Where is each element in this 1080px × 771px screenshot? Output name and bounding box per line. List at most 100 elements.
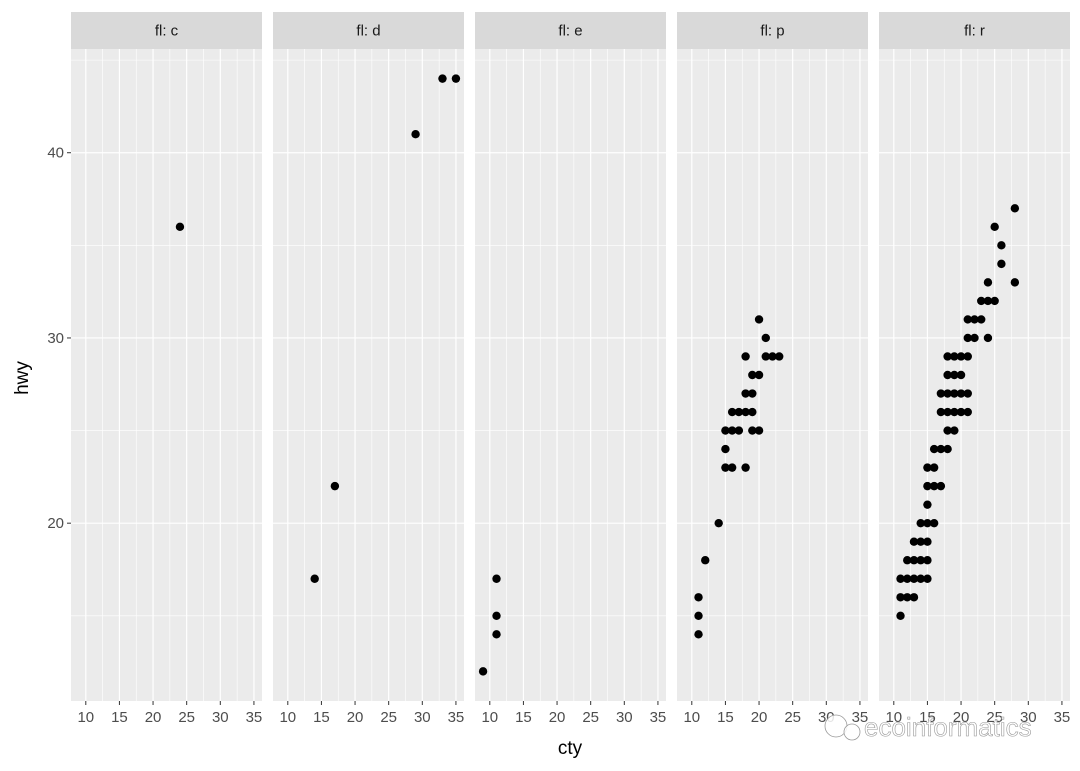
x-tick-label: 25 xyxy=(582,709,599,726)
panel-background xyxy=(677,49,868,701)
data-point xyxy=(896,574,905,583)
data-point xyxy=(943,389,952,398)
x-tick-label: 10 xyxy=(481,709,498,726)
x-tick-label: 30 xyxy=(212,709,229,726)
x-tick-label: 25 xyxy=(380,709,397,726)
data-point xyxy=(734,407,744,417)
x-tick-label: 30 xyxy=(616,709,633,726)
panel-background xyxy=(273,49,464,701)
data-point xyxy=(310,574,319,583)
data-point xyxy=(775,352,784,361)
data-point xyxy=(977,296,986,306)
data-point xyxy=(950,370,959,380)
data-point xyxy=(438,74,447,83)
data-point xyxy=(916,556,925,565)
data-point xyxy=(903,593,912,602)
data-point xyxy=(923,463,932,472)
data-point xyxy=(936,407,946,417)
data-point xyxy=(936,389,946,398)
data-point xyxy=(983,278,993,287)
x-tick-label: 10 xyxy=(683,709,700,726)
data-point xyxy=(956,352,966,361)
data-point xyxy=(929,463,939,472)
facet-panels: fl: c 10 15 20 25 30 35 fl: d 10 15 20 25 30 35 fl: e 1… xyxy=(71,12,1070,726)
data-point xyxy=(741,407,750,417)
data-point xyxy=(950,407,959,417)
data-point xyxy=(330,481,340,491)
data-point xyxy=(923,500,932,509)
data-point xyxy=(916,537,925,546)
x-tick-label: 35 xyxy=(650,709,667,726)
data-point xyxy=(956,389,966,398)
y-tick-label: 30 xyxy=(47,330,64,347)
facet-strip xyxy=(273,12,464,49)
data-point xyxy=(754,370,764,380)
y-tick-label: 40 xyxy=(47,145,64,162)
data-point xyxy=(451,74,461,83)
data-point xyxy=(929,481,939,491)
facet-strip-label: fl: p xyxy=(760,23,784,40)
watermark: ecoinformatics xyxy=(824,712,1032,742)
data-point xyxy=(748,389,757,398)
chat-bubble-icon xyxy=(824,714,848,738)
x-tick-label: 35 xyxy=(448,709,465,726)
x-tick-label: 15 xyxy=(111,709,128,726)
data-point xyxy=(936,444,946,454)
data-point xyxy=(1010,278,1020,287)
facet-strip xyxy=(71,12,262,49)
data-point xyxy=(950,389,959,398)
data-point xyxy=(734,426,744,435)
data-point xyxy=(943,370,952,380)
watermark-text: ecoinformatics xyxy=(864,712,1032,742)
y-tick-label: 20 xyxy=(47,515,64,532)
x-tick-label: 20 xyxy=(549,709,566,726)
data-point xyxy=(754,426,764,435)
facet-panel: fl: d 10 15 20 25 30 35 xyxy=(273,12,464,726)
facet-strip-label: fl: c xyxy=(155,23,179,40)
data-point xyxy=(896,593,905,602)
data-point xyxy=(741,389,750,398)
data-point xyxy=(923,518,932,528)
data-point xyxy=(478,667,488,676)
data-point xyxy=(929,444,939,454)
data-point xyxy=(997,241,1006,250)
data-point xyxy=(741,463,750,472)
data-point xyxy=(970,333,979,343)
data-point xyxy=(943,426,952,435)
facet-strip-label: fl: r xyxy=(964,23,985,40)
data-point xyxy=(748,407,757,417)
x-tick-label: 20 xyxy=(347,709,364,726)
data-point xyxy=(492,630,501,639)
data-point xyxy=(903,556,912,565)
facet-strip-label: fl: e xyxy=(558,23,582,40)
data-point xyxy=(923,574,932,583)
data-point xyxy=(714,518,723,528)
x-tick-label: 15 xyxy=(919,709,936,726)
data-point xyxy=(768,352,777,361)
data-point xyxy=(903,574,912,583)
x-tick-label: 35 xyxy=(1054,709,1071,726)
y-axis-title: hwy xyxy=(12,361,33,395)
data-point xyxy=(701,556,710,565)
data-point xyxy=(943,444,952,454)
data-point xyxy=(943,407,952,417)
data-point xyxy=(963,315,972,324)
data-point xyxy=(694,611,703,620)
data-point xyxy=(956,407,966,417)
data-point xyxy=(694,593,703,602)
data-point xyxy=(741,352,750,361)
x-tick-label: 35 xyxy=(852,709,869,726)
data-point xyxy=(977,315,986,324)
data-point xyxy=(492,574,501,583)
data-point xyxy=(983,296,993,306)
data-point xyxy=(929,518,939,528)
data-point xyxy=(175,222,185,232)
data-point xyxy=(963,407,972,417)
data-point xyxy=(721,444,730,454)
chat-bubble-icon-small xyxy=(843,723,861,741)
data-point xyxy=(694,630,703,639)
data-point xyxy=(936,481,946,491)
data-point xyxy=(909,574,919,583)
x-tick-label: 20 xyxy=(751,709,768,726)
